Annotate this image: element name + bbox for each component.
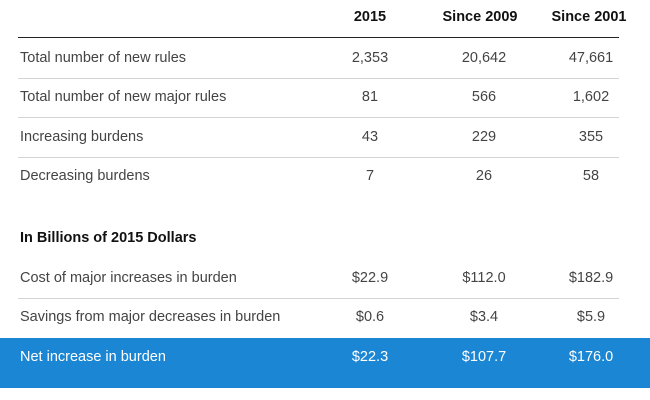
value-since-2001: 47,661 xyxy=(568,50,614,66)
value-2015: 7 xyxy=(365,168,375,184)
row-label: Total number of new major rules xyxy=(20,89,227,105)
section-title: In Billions of 2015 Dollars xyxy=(20,230,197,246)
table-row-savings-major-decreases: Savings from major decreases in burden $… xyxy=(18,298,619,337)
value-since-2009: 566 xyxy=(471,89,497,105)
table-row-total-new-major-rules: Total number of new major rules 81 566 1… xyxy=(18,78,619,118)
value-since-2009: 229 xyxy=(471,129,497,145)
table-row-decreasing-burdens: Decreasing burdens 7 26 58 xyxy=(18,157,619,196)
value-since-2009: $112.0 xyxy=(462,270,506,286)
row-label: Savings from major decreases in burden xyxy=(20,309,281,325)
value-since-2001: 355 xyxy=(578,129,604,145)
table-row-increasing-burdens: Increasing burdens 43 229 355 xyxy=(18,118,619,158)
value-2015: 43 xyxy=(361,129,379,145)
value-since-2001: $176.0 xyxy=(568,349,614,365)
value-since-2001: $5.9 xyxy=(576,309,606,325)
value-since-2009: 26 xyxy=(475,168,493,184)
header-divider xyxy=(18,37,619,38)
value-since-2001: 1,602 xyxy=(572,89,610,105)
row-label: Increasing burdens xyxy=(20,129,144,145)
row-label: Decreasing burdens xyxy=(20,168,150,184)
value-2015: $22.9 xyxy=(351,270,389,286)
value-2015: 2,353 xyxy=(351,50,389,66)
value-since-2009: 20,642 xyxy=(461,50,507,66)
row-label: Cost of major increases in burden xyxy=(20,270,237,286)
table-row-cost-major-increases: Cost of major increases in burden $22.9 … xyxy=(18,259,619,299)
value-since-2001: $182.9 xyxy=(568,270,614,286)
table-row-total-new-rules: Total number of new rules 2,353 20,642 4… xyxy=(18,39,619,79)
table-row-net-increase: Net increase in burden $22.3 $107.7 $176… xyxy=(18,338,619,377)
value-2015: $22.3 xyxy=(351,349,389,365)
value-2015: 81 xyxy=(361,89,379,105)
column-header-since-2009: Since 2009 xyxy=(442,9,518,25)
column-header-2015: 2015 xyxy=(353,9,387,25)
value-since-2009: $3.4 xyxy=(469,309,499,325)
column-header-since-2001: Since 2001 xyxy=(551,9,627,25)
value-since-2001: 58 xyxy=(582,168,600,184)
total-row-highlight xyxy=(0,338,650,388)
value-2015: $0.6 xyxy=(355,309,385,325)
value-since-2009: $107.7 xyxy=(461,349,507,365)
row-label: Total number of new rules xyxy=(20,50,187,66)
row-label: Net increase in burden xyxy=(20,349,166,365)
